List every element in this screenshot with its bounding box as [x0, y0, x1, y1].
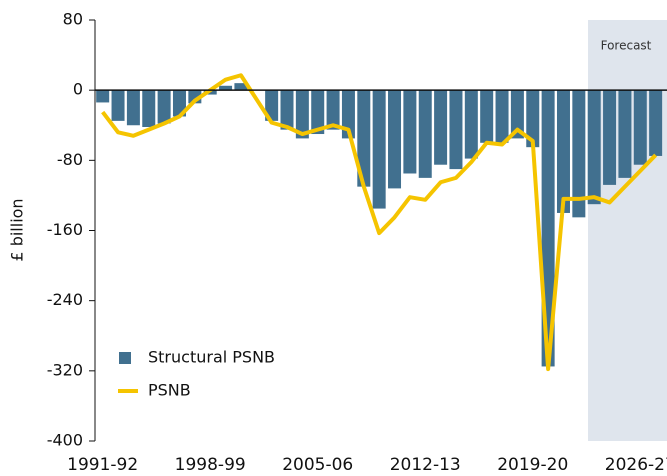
forecast-shade: [588, 20, 667, 441]
bar: [388, 90, 402, 189]
bar: [219, 85, 233, 91]
bar: [311, 90, 325, 135]
bar: [280, 90, 294, 130]
bar: [449, 90, 463, 170]
x-tick-label: 2005-06: [282, 455, 353, 475]
y-tick-label: -160: [47, 220, 83, 239]
y-tick-label: -80: [57, 150, 83, 169]
bar: [464, 90, 478, 159]
bar: [603, 90, 617, 185]
x-tick-label: 1998-99: [175, 455, 246, 475]
legend-label: Structural PSNB: [148, 348, 275, 367]
bar: [510, 90, 524, 139]
y-tick-label: -400: [47, 431, 83, 450]
bar: [142, 90, 156, 128]
bar: [357, 90, 371, 187]
bar: [587, 90, 601, 205]
bar: [157, 90, 171, 124]
y-tick-label: 80: [63, 10, 83, 29]
bar: [326, 90, 340, 130]
line: [101, 73, 658, 372]
bar: [126, 90, 140, 126]
bar: [403, 90, 417, 174]
bar: [495, 90, 509, 143]
bar: [418, 90, 432, 178]
bar: [172, 90, 186, 117]
bar: [633, 90, 647, 165]
bar: [372, 90, 386, 209]
bar: [96, 90, 110, 103]
y-axis-label: £ billion: [8, 198, 27, 261]
legend-swatch: [119, 352, 131, 364]
bar: [295, 90, 309, 139]
bar: [526, 90, 540, 148]
bar: [572, 90, 586, 218]
bar: [341, 90, 355, 139]
bar: [434, 90, 448, 165]
y-tick-label: 0: [73, 80, 83, 99]
bar: [618, 90, 632, 178]
bar: [649, 90, 663, 156]
bar: [265, 90, 279, 121]
bar: [480, 90, 494, 143]
x-tick-label: 1991-92: [67, 455, 138, 475]
x-tick-label: 2012-13: [390, 455, 461, 475]
y-tick-label: -320: [47, 360, 83, 379]
legend-label: PSNB: [148, 381, 191, 400]
forecast-label: Forecast: [601, 39, 652, 53]
bar: [111, 90, 125, 121]
x-tick-label: 2019-20: [497, 455, 568, 475]
bar: [234, 83, 248, 91]
x-tick-label: 2026-27: [605, 455, 667, 475]
y-tick-label: -240: [47, 290, 83, 309]
bar: [556, 90, 570, 213]
